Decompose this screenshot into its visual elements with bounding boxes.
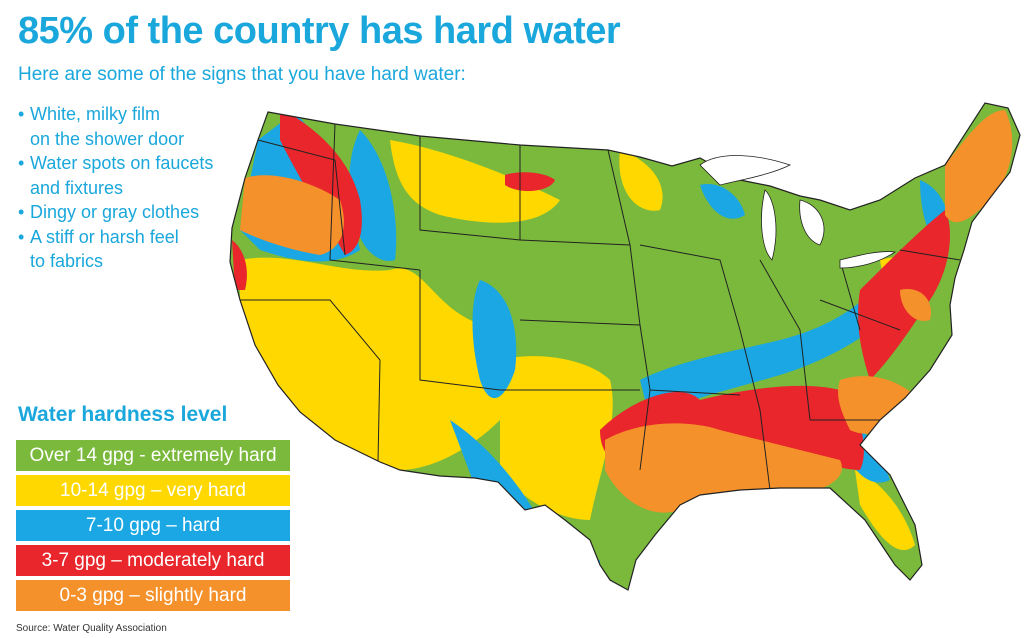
legend-item-hard: 7-10 gpg – hard — [16, 510, 290, 541]
lake-michigan — [761, 189, 777, 261]
hard-water-signs-list: White, milky film on the shower door Wate… — [18, 102, 248, 274]
sign-line: Dingy or gray clothes — [30, 202, 200, 222]
legend-item-moderately-hard: 3-7 gpg – moderately hard — [16, 545, 290, 576]
very-hard-region-texas — [500, 356, 613, 520]
very-hard-region-florida — [855, 470, 915, 551]
sign-line: on the shower door — [30, 128, 185, 149]
sign-line: to fabrics — [30, 251, 104, 271]
hard-region-wisconsin — [700, 184, 745, 219]
sign-line: White, milky film — [30, 104, 160, 124]
sign-line: and fixtures — [30, 177, 124, 198]
legend-item-extremely-hard: Over 14 gpg - extremely hard — [16, 440, 290, 471]
sign-line: Water spots on faucets — [30, 153, 214, 173]
sign-item: White, milky film on the shower door — [18, 102, 248, 151]
source-note: Source: Water Quality Association — [16, 623, 167, 634]
page-subtitle: Here are some of the signs that you have… — [18, 64, 466, 85]
very-hard-region-minnesota — [619, 150, 663, 211]
sign-item: Dingy or gray clothes — [18, 200, 248, 225]
lake-erie — [839, 251, 897, 269]
sign-item: Water spots on faucets and fixtures — [18, 151, 248, 200]
lake-superior — [699, 155, 792, 186]
hard-region-mississippi — [640, 270, 905, 420]
sign-item: A stiff or harsh feel to fabrics — [18, 225, 248, 274]
slightly-hard-region-oregon — [240, 175, 344, 255]
legend-item-slightly-hard: 0-3 gpg – slightly hard — [16, 580, 290, 611]
slightly-hard-region-newengland — [945, 110, 1013, 223]
page-title: 85% of the country has hard water — [18, 10, 621, 52]
legend-item-very-hard: 10-14 gpg – very hard — [16, 475, 290, 506]
very-hard-region-montana — [390, 140, 560, 223]
us-outline — [229, 102, 1021, 591]
sign-line: A stiff or harsh feel — [30, 226, 179, 247]
hard-region-colorado — [472, 280, 517, 399]
moderately-hard-region-northdakota — [505, 172, 555, 192]
hardness-legend: Over 14 gpg - extremely hard 10-14 gpg –… — [16, 440, 290, 615]
slightly-hard-region-virginia — [900, 289, 931, 321]
state-borders — [240, 123, 961, 491]
legend-title: Water hardness level — [18, 403, 228, 426]
moderately-hard-region-louisiana — [720, 493, 765, 522]
lake-huron — [799, 199, 825, 246]
